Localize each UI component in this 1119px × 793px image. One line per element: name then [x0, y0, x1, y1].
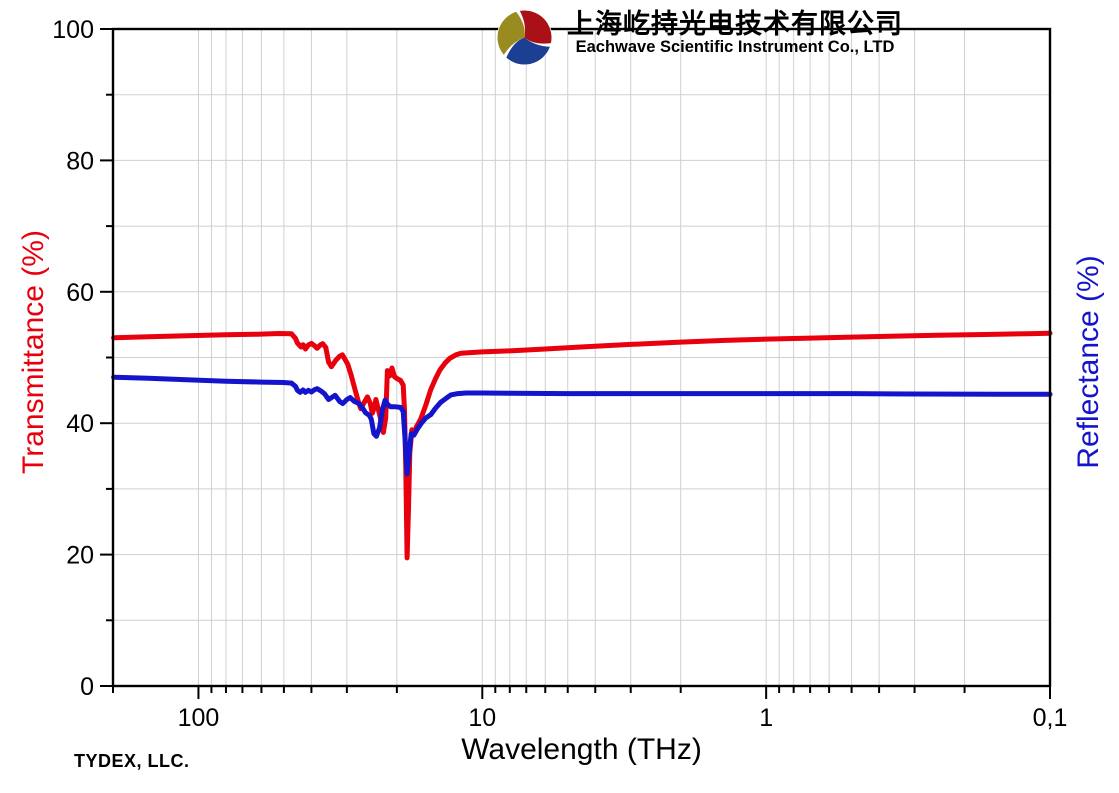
curve-reflectance	[111, 374, 1053, 477]
y-tick-label: 20	[66, 542, 94, 570]
logo-olive-blade	[497, 11, 525, 55]
left-axis-title-transmittance: Transmittance (%)	[17, 230, 50, 474]
y-tick-label: 80	[66, 147, 94, 175]
logo-blue-blade	[506, 37, 550, 65]
y-tick-label: 100	[52, 16, 94, 44]
x-tick-label: 1	[759, 704, 773, 732]
company-name-chinese: 上海屹持光电技术有限公司	[567, 9, 903, 39]
company-logo-icon	[496, 9, 553, 66]
x-tick-label: 10	[468, 704, 496, 732]
right-axis-title-reflectance: Reflectance (%)	[1072, 255, 1105, 469]
curve-transmittance	[111, 330, 1053, 561]
y-tick-label: 0	[80, 673, 94, 701]
logo-red-blade	[519, 10, 552, 44]
x-tick-label: 0,1	[1033, 704, 1068, 732]
x-tick-label: 100	[178, 704, 220, 732]
x-axis-title-wavelength: Wavelength (THz)	[461, 733, 702, 766]
tydex-credit: TYDEX, LLC.	[74, 751, 190, 771]
company-name-english: Eachwave Scientific Instrument Co., LTD	[575, 38, 895, 56]
y-tick-label: 60	[66, 279, 94, 307]
y-tick-label: 40	[66, 410, 94, 438]
